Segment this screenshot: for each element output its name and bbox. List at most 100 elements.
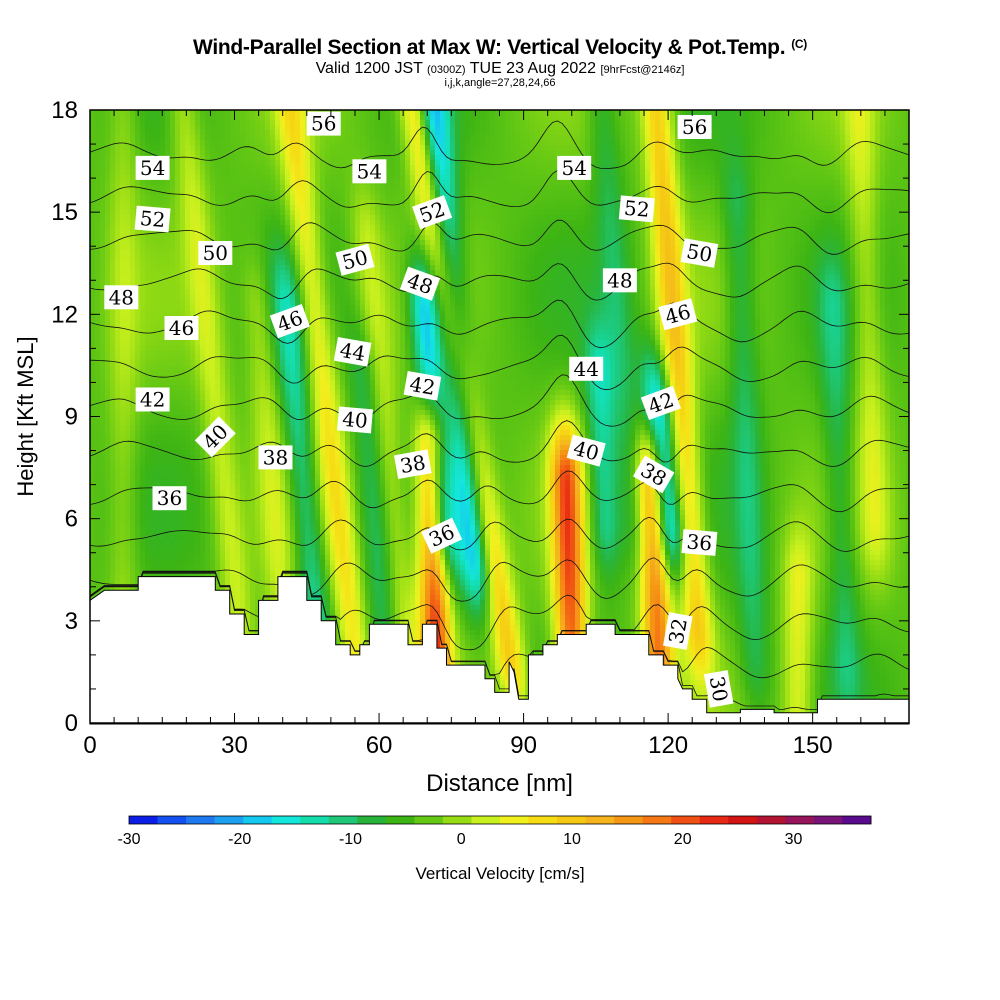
velocity-cell xyxy=(865,185,871,191)
velocity-cell xyxy=(560,240,566,246)
velocity-cell xyxy=(155,140,161,146)
velocity-cell xyxy=(530,175,536,181)
velocity-cell xyxy=(150,190,156,196)
velocity-cell xyxy=(735,235,741,241)
velocity-cell xyxy=(775,220,781,226)
velocity-cell xyxy=(205,190,211,196)
velocity-cell xyxy=(800,135,806,141)
velocity-cell xyxy=(665,205,671,211)
velocity-cell xyxy=(510,235,516,241)
velocity-cell xyxy=(400,125,406,131)
velocity-cell xyxy=(120,175,126,181)
velocity-cell xyxy=(810,215,816,221)
velocity-cell xyxy=(235,185,241,191)
velocity-cell xyxy=(310,215,316,221)
velocity-cell xyxy=(795,210,801,216)
velocity-cell xyxy=(605,185,611,191)
velocity-cell xyxy=(515,155,521,161)
velocity-cell xyxy=(380,125,386,131)
velocity-cell xyxy=(505,155,511,161)
velocity-cell xyxy=(725,250,731,256)
velocity-cell xyxy=(670,220,676,226)
velocity-cell xyxy=(510,115,516,121)
velocity-cell xyxy=(190,165,196,171)
velocity-cell xyxy=(580,140,586,146)
velocity-cell xyxy=(630,135,636,141)
velocity-cell xyxy=(365,155,371,161)
velocity-cell xyxy=(550,255,556,261)
velocity-cell xyxy=(820,110,826,116)
velocity-cell xyxy=(605,230,611,236)
velocity-cell xyxy=(135,200,141,206)
velocity-cell xyxy=(610,205,616,211)
velocity-cell xyxy=(355,195,361,201)
velocity-cell xyxy=(730,225,736,231)
velocity-cell xyxy=(105,145,111,151)
velocity-cell xyxy=(800,140,806,146)
velocity-cell xyxy=(185,110,191,116)
velocity-cell xyxy=(445,145,451,151)
velocity-cell xyxy=(140,190,146,196)
chart-title-text: Wind-Parallel Section at Max W: Vertical… xyxy=(193,36,786,59)
velocity-cell xyxy=(340,215,346,221)
velocity-cell xyxy=(670,165,676,171)
velocity-cell xyxy=(450,245,456,251)
velocity-cell xyxy=(500,120,506,126)
velocity-cell xyxy=(805,160,811,166)
velocity-cell xyxy=(870,225,876,231)
velocity-cell xyxy=(190,250,196,256)
velocity-cell xyxy=(390,230,396,236)
velocity-cell xyxy=(495,125,501,131)
velocity-cell xyxy=(775,130,781,136)
velocity-cell xyxy=(730,180,736,186)
velocity-cell xyxy=(520,185,526,191)
velocity-cell xyxy=(575,185,581,191)
velocity-cell xyxy=(895,130,901,136)
velocity-cell xyxy=(865,255,871,261)
velocity-cell xyxy=(700,200,706,206)
velocity-cell xyxy=(465,200,471,206)
velocity-cell xyxy=(675,195,681,201)
velocity-cell xyxy=(200,205,206,211)
velocity-cell xyxy=(175,165,181,171)
velocity-cell xyxy=(375,195,381,201)
velocity-cell xyxy=(250,170,256,176)
velocity-cell xyxy=(350,200,356,206)
velocity-cell xyxy=(720,165,726,171)
velocity-cell xyxy=(475,205,481,211)
velocity-cell xyxy=(665,135,671,141)
velocity-cell xyxy=(190,150,196,156)
velocity-cell xyxy=(775,240,781,246)
velocity-cell xyxy=(475,165,481,171)
velocity-cell xyxy=(175,110,181,116)
velocity-cell xyxy=(650,220,656,226)
velocity-cell xyxy=(290,160,296,166)
velocity-cell xyxy=(470,145,476,151)
velocity-cell xyxy=(330,185,336,191)
velocity-cell xyxy=(250,120,256,126)
velocity-cell xyxy=(610,130,616,136)
velocity-cell xyxy=(195,170,201,176)
velocity-cell xyxy=(540,225,546,231)
velocity-cell xyxy=(590,165,596,171)
velocity-cell xyxy=(605,165,611,171)
velocity-cell xyxy=(890,195,896,201)
velocity-cell xyxy=(405,185,411,191)
velocity-cell xyxy=(185,230,191,236)
velocity-cell xyxy=(280,245,286,251)
velocity-cell xyxy=(235,130,241,136)
velocity-cell xyxy=(545,120,551,126)
velocity-cell xyxy=(550,185,556,191)
velocity-cell xyxy=(535,165,541,171)
velocity-cell xyxy=(670,125,676,131)
velocity-cell xyxy=(355,185,361,191)
velocity-cell xyxy=(865,160,871,166)
velocity-cell xyxy=(290,200,296,206)
velocity-cell xyxy=(810,205,816,211)
velocity-cell xyxy=(710,220,716,226)
velocity-cell xyxy=(595,120,601,126)
velocity-cell xyxy=(655,195,661,201)
velocity-cell xyxy=(615,190,621,196)
velocity-cell xyxy=(245,245,251,251)
velocity-cell xyxy=(395,255,401,261)
